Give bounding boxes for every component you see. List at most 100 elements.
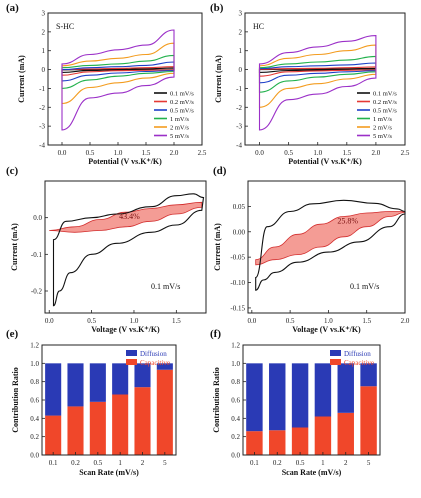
y-tick-label: 1.0 [231,360,240,368]
legend-swatch-diffusion [126,350,137,356]
y-tick-label: 3 [42,10,46,18]
x-tick-label: 0.5 [86,149,95,157]
cv-loop-series [61,29,175,131]
percentage-annotation: 25.8% [337,217,358,226]
ratio-bar-panel-f: 0.1 0.2 0.5 1 2 5 0.0 0.2 0.4 0.6 0.8 1.0 1.2 Scan Ra… [210,328,381,477]
capacitive-bar [45,415,62,455]
diffusion-bar [89,363,106,402]
capacitive-panel-c: 0.0 0.5 1.0 1.5 -0.2 -0.1 0.0 Voltage (V vs.K⁺/… [6,165,207,334]
panel-label: (f) [210,328,221,340]
x-tick-label: 0.5 [93,459,102,467]
cv-curve [255,199,406,291]
y-tick-label: 0.00 [233,228,246,236]
y-tick-label: 2 [239,28,243,36]
y-tick-label: 0.05 [233,203,246,211]
capacitive-bar [314,416,332,455]
plot-frame [47,12,203,146]
y-axis-label: Current (mA) [214,55,223,103]
x-tick-label: 0.5 [284,149,293,157]
x-axis-label: Scan Rate (mV/s) [79,468,139,477]
y-axis-label: Contribution Ratio [212,367,221,433]
x-tick-label: 1.0 [114,149,123,157]
legend-label: 0.1 mV/s [373,91,397,98]
x-tick-label: 0.0 [45,317,54,325]
x-axis-label: Voltage (V vs.K⁺/K) [292,325,361,334]
x-tick-label: 0.1 [250,459,259,467]
scan-rate-label: 0.1 mV/s [151,282,180,291]
y-tick-label: -0.05 [230,254,245,262]
x-tick-label: 1.5 [342,149,351,157]
diffusion-bar [314,363,332,417]
y-tick-label: -0.10 [230,279,245,287]
x-tick-label: 2.0 [170,149,179,157]
x-tick-label: 1 [118,459,122,467]
plot-frame [244,12,406,146]
cv-panel-hc: 0.0 0.5 1.0 1.5 2.0 2.5 -4 -3 -2 -1 0 1 2 3 Potential … [210,2,410,166]
capacitive-bar [134,387,151,455]
legend-label-capacitive: Capacitive [140,359,170,367]
y-tick-label: -1 [236,85,242,93]
cv-loop-series [258,44,377,108]
y-tick-label: -0.2 [31,288,43,296]
ratio-bar-panel-e: 0.1 0.2 0.5 1 2 5 0.0 0.2 0.4 0.6 0.8 1.0 1.2 Scan Ra… [6,328,177,477]
legend-label-diffusion: Diffusion [140,350,167,358]
x-tick-label: 1 [321,459,325,467]
y-tick-label: -2 [236,104,242,112]
legend-label: 0.2 mV/s [170,99,194,106]
y-tick-label: 0.2 [30,433,39,441]
diffusion-bar [269,363,286,431]
plot-frame [44,180,207,314]
x-tick-label: 2 [344,459,348,467]
x-axis-label: Potential (V vs.K⁺/K) [88,157,162,166]
panel-label: (a) [6,2,19,14]
y-tick-label: -0.1 [31,251,43,259]
x-tick-label: 2.0 [372,149,381,157]
y-tick-label: 0.8 [231,378,240,386]
panel-label: (e) [6,328,19,340]
legend-label: 2 mV/s [373,125,392,132]
x-tick-label: 0.2 [273,459,282,467]
y-tick-label: 0.0 [30,452,39,460]
x-tick-label: 1.5 [142,149,151,157]
y-axis-label: Current (mA) [10,223,19,271]
legend-label: 5 mV/s [373,133,392,140]
diffusion-bar [337,363,354,413]
x-tick-label: 1.5 [172,317,181,325]
capacitive-panel-d: 0.0 0.5 1.0 1.5 2.0 -0.15 -0.10 -0.05 0.00 0.05 Vo… [213,165,410,334]
y-tick-label: 2 [42,28,46,36]
panel-label: (b) [210,2,224,14]
x-tick-label: 1.5 [362,317,371,325]
x-axis-label: Voltage (V vs.K⁺/K) [91,325,160,334]
x-tick-label: 0.5 [296,459,305,467]
x-tick-label: 5 [367,459,371,467]
x-tick-label: 2.5 [401,149,410,157]
diffusion-bar [134,363,151,388]
cv-loop-series [258,55,377,93]
legend-label: 0.5 mV/s [170,108,194,115]
y-tick-label: 0.2 [231,433,240,441]
y-tick-label: 1.0 [30,360,39,368]
capacitive-bar [67,406,84,455]
legend-label: 2 mV/s [170,125,189,132]
legend-label-diffusion: Diffusion [344,350,371,358]
legend-label: 1 mV/s [170,116,189,123]
capacitive-bar [337,412,354,455]
y-tick-label: -1 [39,85,45,93]
y-tick-label: 1.2 [30,342,39,350]
legend-swatch-capacitive [126,359,137,365]
legend-label: 0.2 mV/s [373,99,397,106]
y-tick-label: 0 [239,66,243,74]
x-tick-label: 5 [163,459,167,467]
capacitive-bar [291,427,309,455]
diffusion-bar [112,363,129,395]
diffusion-bar [156,363,173,370]
cv-panel-s-hc: 0.0 0.5 1.0 1.5 2.0 2.5 -4 -3 -2 -1 0 1 2 3 Potential … [6,2,207,166]
y-tick-label: 0.8 [30,378,39,386]
scan-rate-label: 0.1 mV/s [350,282,379,291]
y-tick-label: 1.2 [231,342,240,350]
y-tick-label: 0 [42,66,46,74]
y-axis-label: Current (mA) [17,55,26,103]
x-axis-label: Potential (V vs.K⁺/K) [288,157,362,166]
y-tick-label: 1 [239,47,243,55]
